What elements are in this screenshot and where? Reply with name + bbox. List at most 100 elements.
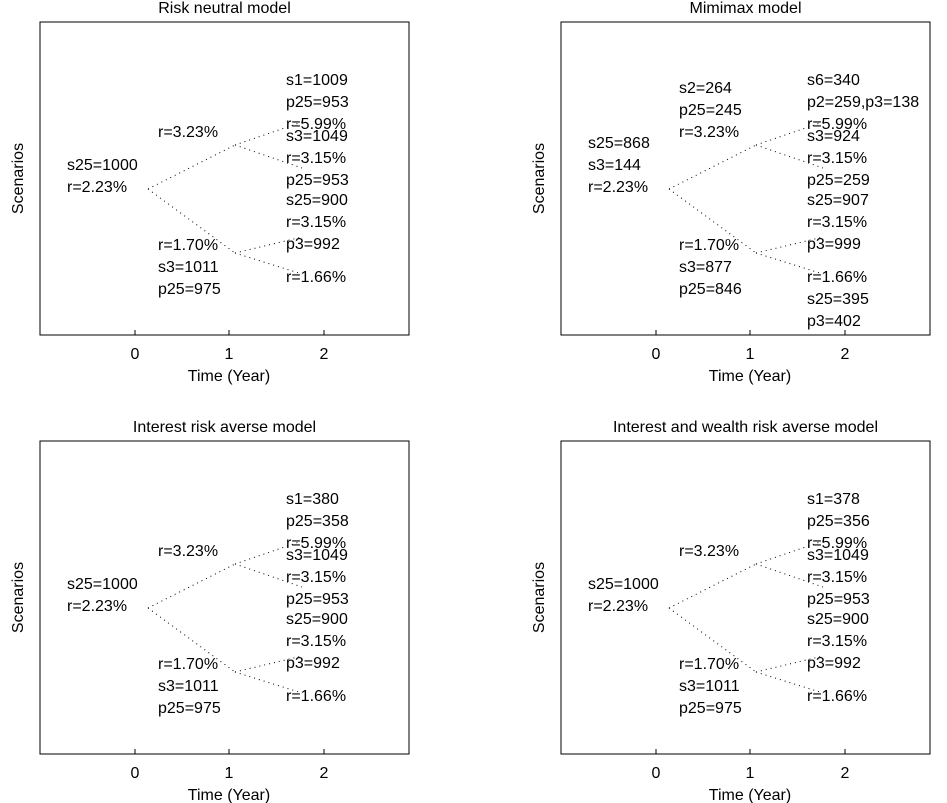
node-label: r=3.23% [158,543,218,560]
panel-4: Interest and wealth risk averse model Sce… [531,419,931,803]
tree-edge-up-ud [234,144,303,169]
tree-edge-up-ud [755,563,824,588]
panel-title: Risk neutral model [158,0,291,17]
node-label: r=1.66% [807,269,867,286]
node-down-labels: r=1.70% s3=877 p25=846 [679,237,742,298]
node-label: r=5.99% [807,116,867,133]
node-label: s2=264 [679,80,732,97]
node-label: p25=245 [679,102,742,119]
node-label: p25=953 [286,591,349,608]
panel-1: Risk neutral model Scenarios 0 1 2 Time (Year… [10,0,410,385]
node-label: p2=259,p3=138 [807,94,919,111]
panel-3: Interest risk averse model Scenarios 0 1 2 Ti… [10,419,410,803]
node-label: r=5.99% [807,535,867,552]
node-label: r=1.66% [286,269,346,286]
node-label: s25=1000 [588,576,659,593]
y-axis-label: Scenarios [10,143,27,214]
node-down-labels: r=1.70% s3=1011 p25=975 [158,237,221,298]
node-label: r=2.23% [588,179,648,196]
node-label: r=3.15% [286,569,346,586]
node-root-labels: s25=868 s3=144 r=2.23% [588,135,650,196]
node-ud-labels: s3=1049 r=3.15% p25=953 [286,547,349,608]
node-label: r=3.15% [807,633,867,650]
tree-edge-down-dd [234,252,303,275]
tree-edge-up-uu [234,540,303,565]
tree-edge-root-down [147,188,236,254]
node-label: p25=846 [679,281,742,298]
node-uu-labels: s1=378 p25=356 r=5.99% [807,491,870,552]
x-tick-label: 0 [131,346,140,363]
node-label: s25=900 [807,611,869,628]
y-axis-label: Scenarios [531,143,548,214]
node-uu-labels: s1=1009 p25=953 r=5.99% [286,72,349,133]
node-label: r=2.23% [588,598,648,615]
node-label: r=3.15% [807,150,867,167]
node-label: s25=1000 [67,576,138,593]
node-label: r=5.99% [286,116,346,133]
node-label: p25=953 [286,94,349,111]
x-tick-label: 1 [225,346,234,363]
node-du-labels: s25=900 r=3.15% p3=992 [286,192,348,253]
x-tick-label: 2 [320,346,329,363]
node-label: r=3.15% [807,214,867,231]
node-up-labels: r=3.23% [158,124,218,141]
tree-edge-up-ud [234,563,303,588]
node-label: p3=992 [286,236,340,253]
node-label: r=3.15% [286,633,346,650]
node-label: r=1.70% [679,656,739,673]
node-label: p25=975 [679,700,742,717]
node-label: p25=259 [807,172,870,189]
x-axis-label: Time (Year) [188,787,270,803]
node-root-labels: s25=1000 r=2.23% [67,157,138,196]
plot-frame [560,440,931,755]
node-label: s3=1011 [679,678,740,695]
panel-2: Mimimax model Scenarios 0 1 2 Time (Year) s25=… [531,0,931,385]
node-label: p25=356 [807,513,870,530]
node-label: s25=1000 [67,157,138,174]
node-label: r=1.70% [158,656,218,673]
node-label: s1=1009 [286,72,348,89]
panel-title: Mimimax model [689,0,801,17]
node-label: s3=1049 [807,547,869,564]
node-label: s25=900 [286,192,348,209]
node-label: r=2.23% [67,179,127,196]
node-label: s1=380 [286,491,339,508]
node-label: p3=999 [807,236,861,253]
node-label: p3=992 [286,655,340,672]
x-tick-label: 1 [225,765,234,782]
x-tick-label: 2 [841,765,850,782]
node-label: p3=992 [807,655,861,672]
x-tick-label: 0 [131,765,140,782]
y-axis-label: Scenarios [531,562,548,633]
x-tick-label: 2 [320,765,329,782]
tree-edge-root-up [668,144,757,190]
node-up-labels: r=3.23% [679,543,739,560]
node-label: s3=1011 [158,678,219,695]
node-uu-labels: s1=380 p25=358 r=5.99% [286,491,349,552]
node-du-labels: s25=907 r=3.15% p3=999 [807,192,869,253]
node-dd-labels: r=1.66% s25=395 p3=402 [807,269,869,330]
node-ud-labels: s3=924 r=3.15% p25=259 [807,128,870,189]
node-du-labels: s25=900 r=3.15% p3=992 [286,611,348,672]
plot-frame [39,440,410,755]
tree-edge-up-uu [234,121,303,146]
node-label: r=3.23% [158,124,218,141]
node-down-labels: r=1.70% s3=1011 p25=975 [679,656,742,717]
node-label: p25=358 [286,513,349,530]
tree-edge-root-down [668,188,757,254]
tree-edge-down-dd [755,252,824,275]
tree-edge-down-dd [234,671,303,694]
node-ud-labels: s3=1049 r=3.15% p25=953 [807,547,870,608]
tree-edge-root-up [147,144,236,190]
node-label: r=3.23% [679,124,739,141]
tree-edge-up-uu [755,540,824,565]
node-root-labels: s25=1000 r=2.23% [67,576,138,615]
node-up-labels: r=3.23% [158,543,218,560]
node-label: r=1.66% [807,688,867,705]
node-label: p25=975 [158,700,221,717]
panel-title: Interest and wealth risk averse model [613,419,878,436]
node-label: s25=395 [807,291,869,308]
panel-title: Interest risk averse model [133,419,316,436]
